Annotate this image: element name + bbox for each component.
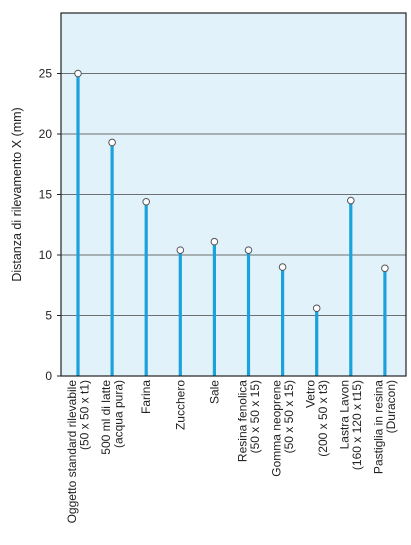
x-tick-label: Sale xyxy=(207,380,221,404)
x-tick-label-line: (50 x 50 x 15) xyxy=(282,380,296,453)
x-tick-label: Zucchero xyxy=(173,380,187,430)
x-tick-label-line: Vetro xyxy=(303,380,317,408)
data-point xyxy=(142,197,150,206)
y-tick-label: 5 xyxy=(45,309,52,323)
data-point xyxy=(312,304,321,313)
x-tick-label: 500 ml di latte(acqua pura) xyxy=(99,380,126,455)
data-point xyxy=(381,264,389,273)
gridlines xyxy=(61,73,406,316)
x-tick-label: Gomma neoprene(50 x 50 x 15) xyxy=(269,380,296,477)
x-tick-label-line: Oggetto standard rilevabile xyxy=(65,380,79,524)
x-tick-label-line: (160 x 120 x t15) xyxy=(350,380,364,470)
data-point xyxy=(176,246,185,254)
x-tick-label-line: (50 x 50 x 15) xyxy=(248,380,262,453)
x-axis: Oggetto standard rilevabile(50 x 50 x t1… xyxy=(65,380,398,524)
x-tick-label: Vetro(200 x 50 x t3) xyxy=(303,380,330,457)
x-tick-label-line: Sale xyxy=(207,380,221,404)
data-point xyxy=(347,196,355,205)
x-tick-label: Farina xyxy=(139,380,153,414)
x-tick-label-line: (Duracon) xyxy=(384,380,398,433)
y-axis-title: Distanza di rilevamento X (mm) xyxy=(10,107,24,281)
x-tick-label-line: (50 x 50 x t1) xyxy=(77,380,91,450)
y-tick-label: 0 xyxy=(45,369,52,383)
markers xyxy=(74,69,389,313)
x-tick-label: Pastiglia in resina(Duracon) xyxy=(372,380,399,474)
x-tick-label-line: Farina xyxy=(139,380,153,414)
x-tick-label: Oggetto standard rilevabile(50 x 50 x t1… xyxy=(65,380,92,524)
x-tick-label: Resina fenolica(50 x 50 x 15) xyxy=(235,380,262,462)
data-point xyxy=(108,138,116,147)
x-tick-label-line: Gomma neoprene xyxy=(269,380,283,477)
stems xyxy=(76,73,387,376)
x-tick-label-line: Pastiglia in resina xyxy=(372,380,386,474)
x-tick-label-line: (acqua pura) xyxy=(111,380,125,448)
x-tick-label-line: (200 x 50 x t3) xyxy=(316,380,330,457)
data-point xyxy=(74,69,82,78)
x-tick-label: Lastra Lavon(160 x 120 x t15) xyxy=(338,380,365,470)
y-tick-label: 15 xyxy=(39,188,53,202)
data-point xyxy=(244,246,253,254)
data-point xyxy=(210,237,219,246)
data-point xyxy=(278,263,287,271)
y-tick-label: 20 xyxy=(39,127,53,141)
y-tick-label: 25 xyxy=(39,67,53,81)
x-tick-label-line: Resina fenolica xyxy=(235,380,249,462)
y-axis: 0 5 10 15 20 25 xyxy=(39,67,61,383)
x-tick-label-line: 500 ml di latte xyxy=(99,380,113,455)
y-tick-label: 10 xyxy=(39,248,53,262)
x-tick-label-line: Lastra Lavon xyxy=(338,380,352,449)
x-tick-label-line: Zucchero xyxy=(173,380,187,430)
